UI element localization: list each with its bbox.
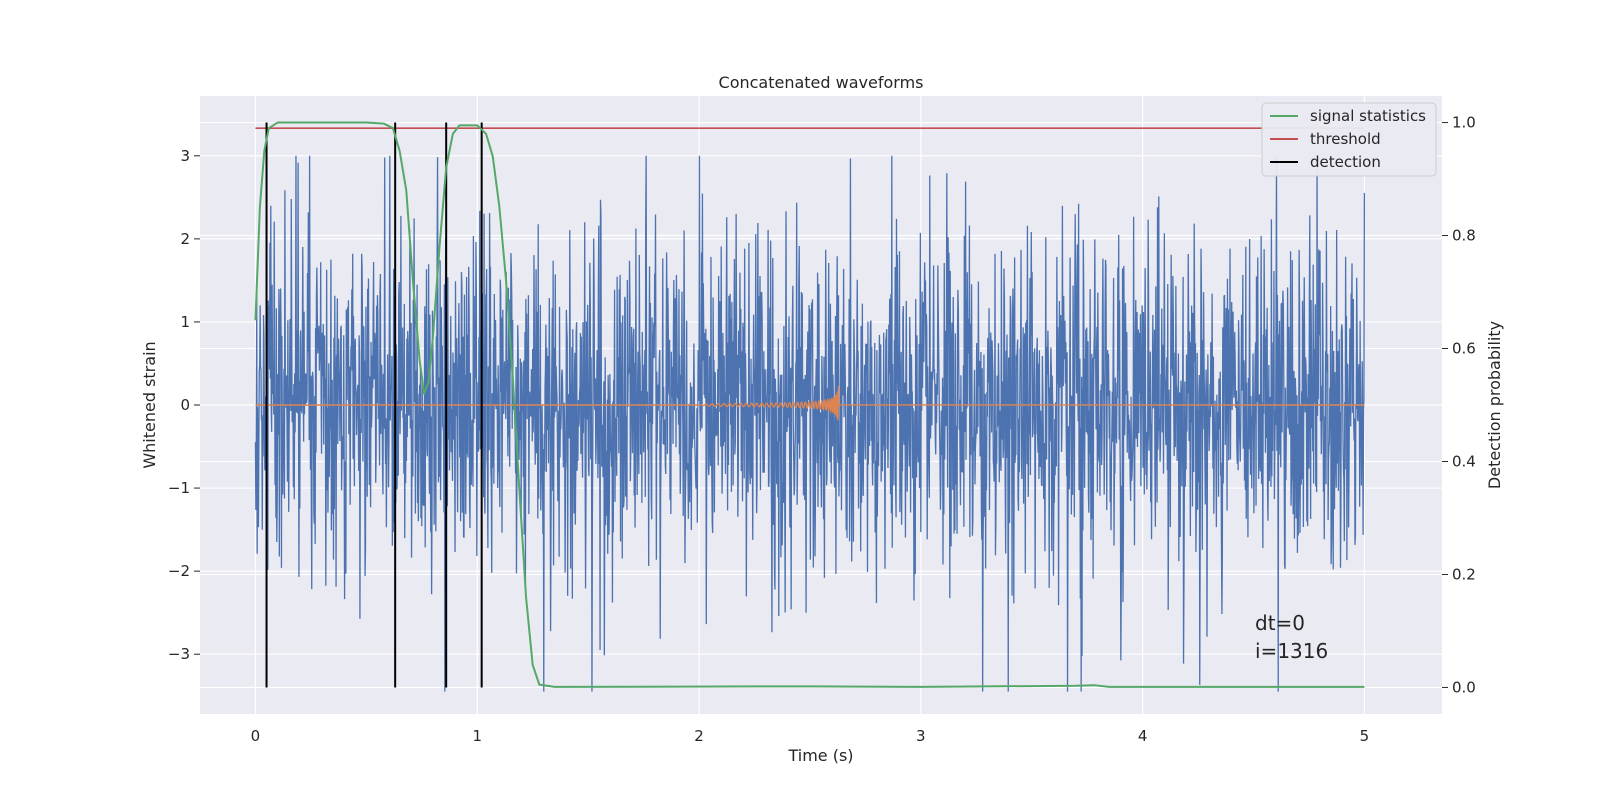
annotation-index: i=1316 <box>1255 639 1328 663</box>
y-tick-label: −3 <box>168 645 190 663</box>
y2-tick-label: 1.0 <box>1452 114 1476 132</box>
y2-tick-label: 0.6 <box>1452 340 1476 358</box>
axes-ticks: 0 1 2 3 4 5 −3 −2 −1 0 1 2 3 0.0 0.2 0.4 0.6 0.8 1.0 <box>168 114 1476 745</box>
annotation-dt: dt=0 <box>1255 611 1305 635</box>
x-tick-label: 4 <box>1138 727 1148 745</box>
y2-tick-label: 0.0 <box>1452 678 1476 696</box>
series-whitened-noise <box>254 155 1366 692</box>
x-axis-label: Time (s) <box>787 746 853 765</box>
y-tick-label: 2 <box>180 230 190 248</box>
y2-axis-label: Detection probability <box>1485 321 1504 489</box>
y2-tick-label: 0.2 <box>1452 565 1476 583</box>
x-tick-label: 5 <box>1360 727 1370 745</box>
legend-label-signal-statistics: signal statistics <box>1310 107 1426 125</box>
y-tick-label: 3 <box>180 147 190 165</box>
chart-title: Concatenated waveforms <box>719 73 924 92</box>
legend: signal statistics threshold detection <box>1261 102 1437 177</box>
x-tick-label: 0 <box>251 727 261 745</box>
series-injected-signal <box>255 386 1365 421</box>
x-tick-label: 3 <box>916 727 926 745</box>
legend-box <box>1261 102 1437 177</box>
y2-tick-label: 0.8 <box>1452 227 1476 245</box>
plot-area <box>254 121 1366 692</box>
y-tick-label: −2 <box>168 562 190 580</box>
series-signal-statistics <box>254 121 1365 688</box>
legend-label-detection: detection <box>1310 153 1381 171</box>
y-axis-label: Whitened strain <box>140 341 159 468</box>
y2-tick-label: 0.4 <box>1452 452 1476 470</box>
y-tick-label: −1 <box>168 479 190 497</box>
y-tick-label: 1 <box>180 313 190 331</box>
legend-label-threshold: threshold <box>1310 130 1381 148</box>
y-tick-label: 0 <box>180 396 190 414</box>
x-tick-label: 1 <box>472 727 482 745</box>
x-tick-label: 2 <box>694 727 704 745</box>
